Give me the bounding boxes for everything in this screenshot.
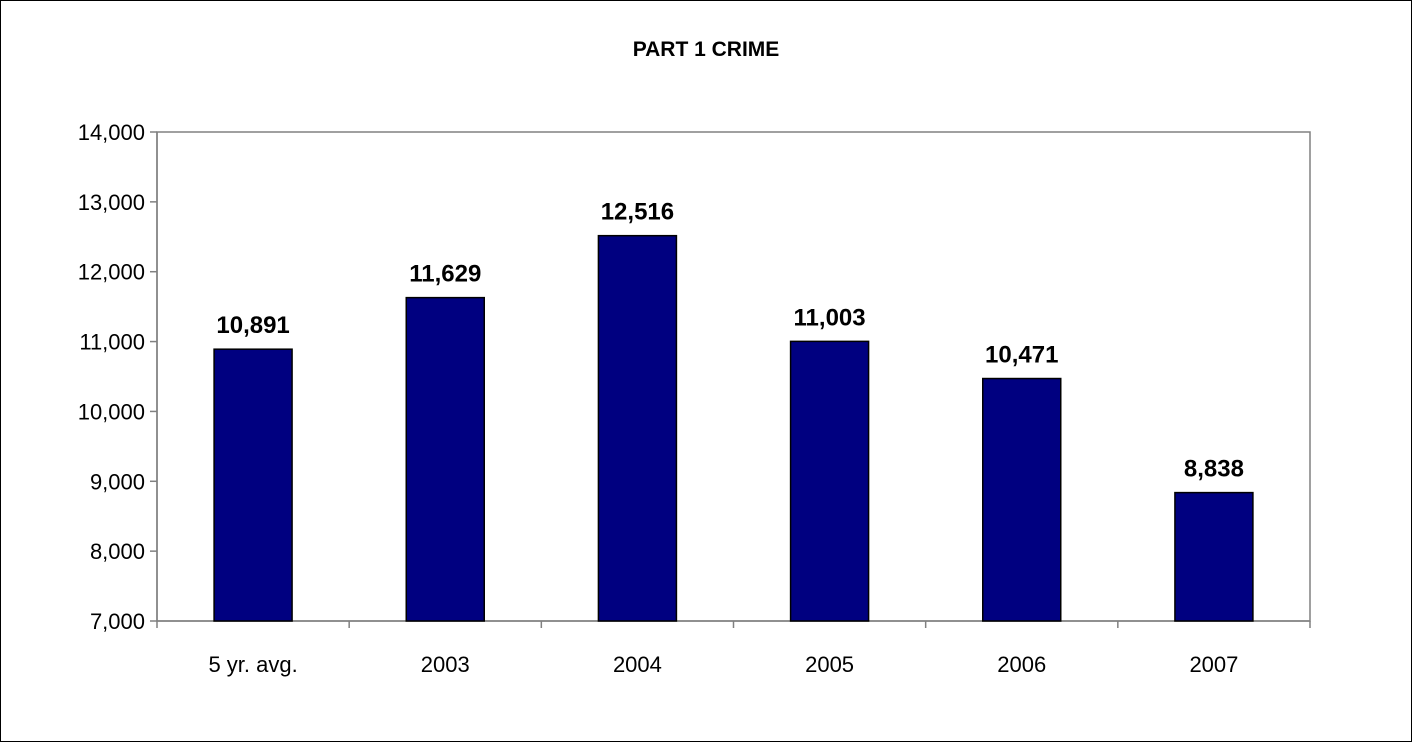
bar [982, 377, 1062, 622]
y-tick-label: 9,000 [90, 469, 145, 494]
x-tick-label: 2004 [613, 652, 662, 677]
data-label: 8,838 [1184, 456, 1244, 483]
bar [789, 340, 870, 622]
data-label: 12,516 [601, 199, 674, 226]
y-tick-label: 7,000 [90, 609, 145, 634]
y-tick-label: 14,000 [78, 120, 145, 145]
plot-area: 7,000 8,000 9,000 10,000 11,000 12,000 13,000 1… [78, 120, 1311, 677]
y-tick-label: 11,000 [79, 330, 145, 355]
y-tick-label: 10,000 [78, 399, 145, 424]
bar [213, 348, 293, 622]
bar [597, 234, 678, 622]
data-label: 11,629 [409, 261, 481, 288]
plot-border [156, 131, 1311, 622]
x-tick-label: 5 yr. avg. [208, 652, 297, 677]
x-tick-label: 2007 [1189, 652, 1238, 677]
x-tick-label: 2006 [997, 652, 1046, 677]
x-tick-label: 2003 [421, 652, 470, 677]
x-tick-label: 2005 [805, 652, 854, 677]
data-label: 10,471 [985, 342, 1058, 369]
y-tick-label: 12,000 [78, 260, 145, 285]
y-tick-label: 8,000 [90, 539, 145, 564]
data-label: 11,003 [794, 304, 866, 331]
chart-title: PART 1 CRIME [632, 38, 780, 61]
data-label: 10,891 [216, 312, 289, 339]
bar [1174, 491, 1254, 622]
y-tick-label: 13,000 [78, 190, 145, 215]
bar [405, 296, 485, 622]
